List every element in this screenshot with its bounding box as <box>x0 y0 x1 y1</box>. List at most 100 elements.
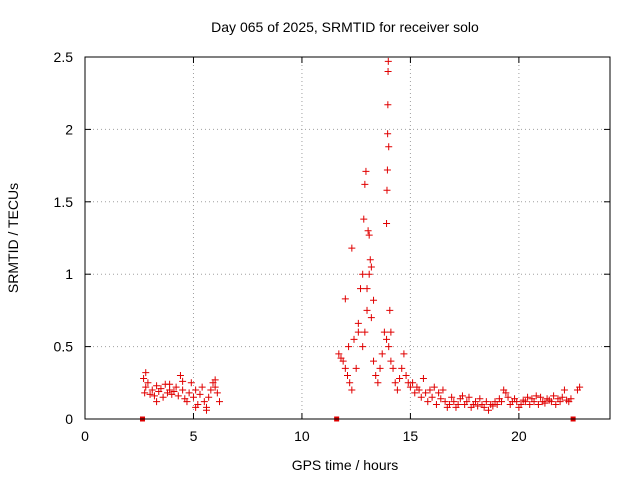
data-point <box>207 386 215 394</box>
data-point <box>383 166 391 174</box>
data-point <box>558 393 566 401</box>
data-point <box>454 401 462 409</box>
data-point <box>140 374 148 382</box>
data-point <box>517 401 525 409</box>
data-point <box>170 387 178 395</box>
data-point <box>450 398 458 406</box>
data-point <box>498 398 506 406</box>
grid-lines <box>85 57 610 419</box>
data-point <box>415 386 423 394</box>
data-point <box>385 143 393 151</box>
data-point <box>430 383 438 391</box>
data-point <box>383 186 391 194</box>
data-point <box>550 392 558 400</box>
data-point <box>348 244 356 252</box>
data-point <box>400 350 408 358</box>
data-point <box>489 402 497 410</box>
data-point <box>485 406 493 414</box>
data-point <box>354 328 362 336</box>
data-point <box>493 401 501 409</box>
data-point <box>196 390 204 398</box>
data-point <box>409 379 417 387</box>
data-point <box>372 372 380 380</box>
data-point <box>183 398 191 406</box>
data-point <box>384 57 392 65</box>
data-point <box>576 383 584 391</box>
data-point <box>560 386 568 394</box>
data-point <box>341 295 349 303</box>
data-point <box>374 379 382 387</box>
data-point <box>471 398 479 406</box>
data-point <box>367 263 375 271</box>
data-point <box>541 399 549 407</box>
data-point <box>364 227 372 235</box>
data-point <box>384 130 392 138</box>
data-point <box>335 350 343 358</box>
data-point <box>144 379 152 387</box>
data-point <box>380 328 388 336</box>
data-point <box>537 393 545 401</box>
data-point <box>552 401 560 409</box>
data-point <box>153 382 161 390</box>
data-point <box>174 392 182 400</box>
data-point <box>211 376 219 384</box>
data-point <box>387 328 395 336</box>
data-point <box>359 343 367 351</box>
data-point <box>141 389 149 397</box>
data-point <box>378 350 386 358</box>
data-point <box>179 386 187 394</box>
data-points <box>139 57 584 422</box>
data-point <box>363 285 371 293</box>
data-point <box>362 167 370 175</box>
data-point <box>422 389 430 397</box>
y-axis-label: SRMTID / TECUs <box>5 183 21 293</box>
data-point <box>159 393 167 401</box>
data-point <box>521 398 529 406</box>
data-point <box>406 383 414 391</box>
data-point <box>157 385 165 393</box>
data-point <box>185 389 193 397</box>
data-point <box>476 395 484 403</box>
data-point <box>411 389 419 397</box>
data-point <box>370 296 378 304</box>
data-point <box>402 372 410 380</box>
data-point <box>398 364 406 372</box>
data-point <box>384 67 392 75</box>
data-point <box>424 398 432 406</box>
data-point <box>389 364 397 372</box>
data-point <box>567 395 575 403</box>
data-point <box>359 270 367 278</box>
data-point <box>393 386 401 394</box>
data-point <box>383 335 391 343</box>
data-point <box>502 389 510 397</box>
data-point <box>179 377 187 385</box>
data-point <box>146 390 154 398</box>
data-point <box>386 306 394 314</box>
data-point <box>361 328 369 336</box>
data-point <box>365 270 373 278</box>
data-point <box>432 401 440 409</box>
x-tick-label: 0 <box>81 428 89 444</box>
data-point <box>437 395 445 403</box>
data-point <box>441 398 449 406</box>
chart-title: Day 065 of 2025, SRMTID for receiver sol… <box>211 19 479 35</box>
plot-frame <box>84 56 611 420</box>
data-point <box>339 357 347 365</box>
data-point <box>216 398 224 406</box>
data-point <box>419 374 427 382</box>
data-point <box>384 101 392 109</box>
data-point <box>448 393 456 401</box>
data-point <box>530 398 538 406</box>
data-point <box>142 369 150 377</box>
data-point <box>376 364 384 372</box>
data-point <box>417 393 425 401</box>
data-point <box>352 364 360 372</box>
data-point <box>391 379 399 387</box>
data-point <box>435 389 443 397</box>
data-point <box>198 383 206 391</box>
data-point <box>360 215 368 223</box>
data-point <box>150 392 158 400</box>
data-point <box>211 383 219 391</box>
data-point <box>361 180 369 188</box>
